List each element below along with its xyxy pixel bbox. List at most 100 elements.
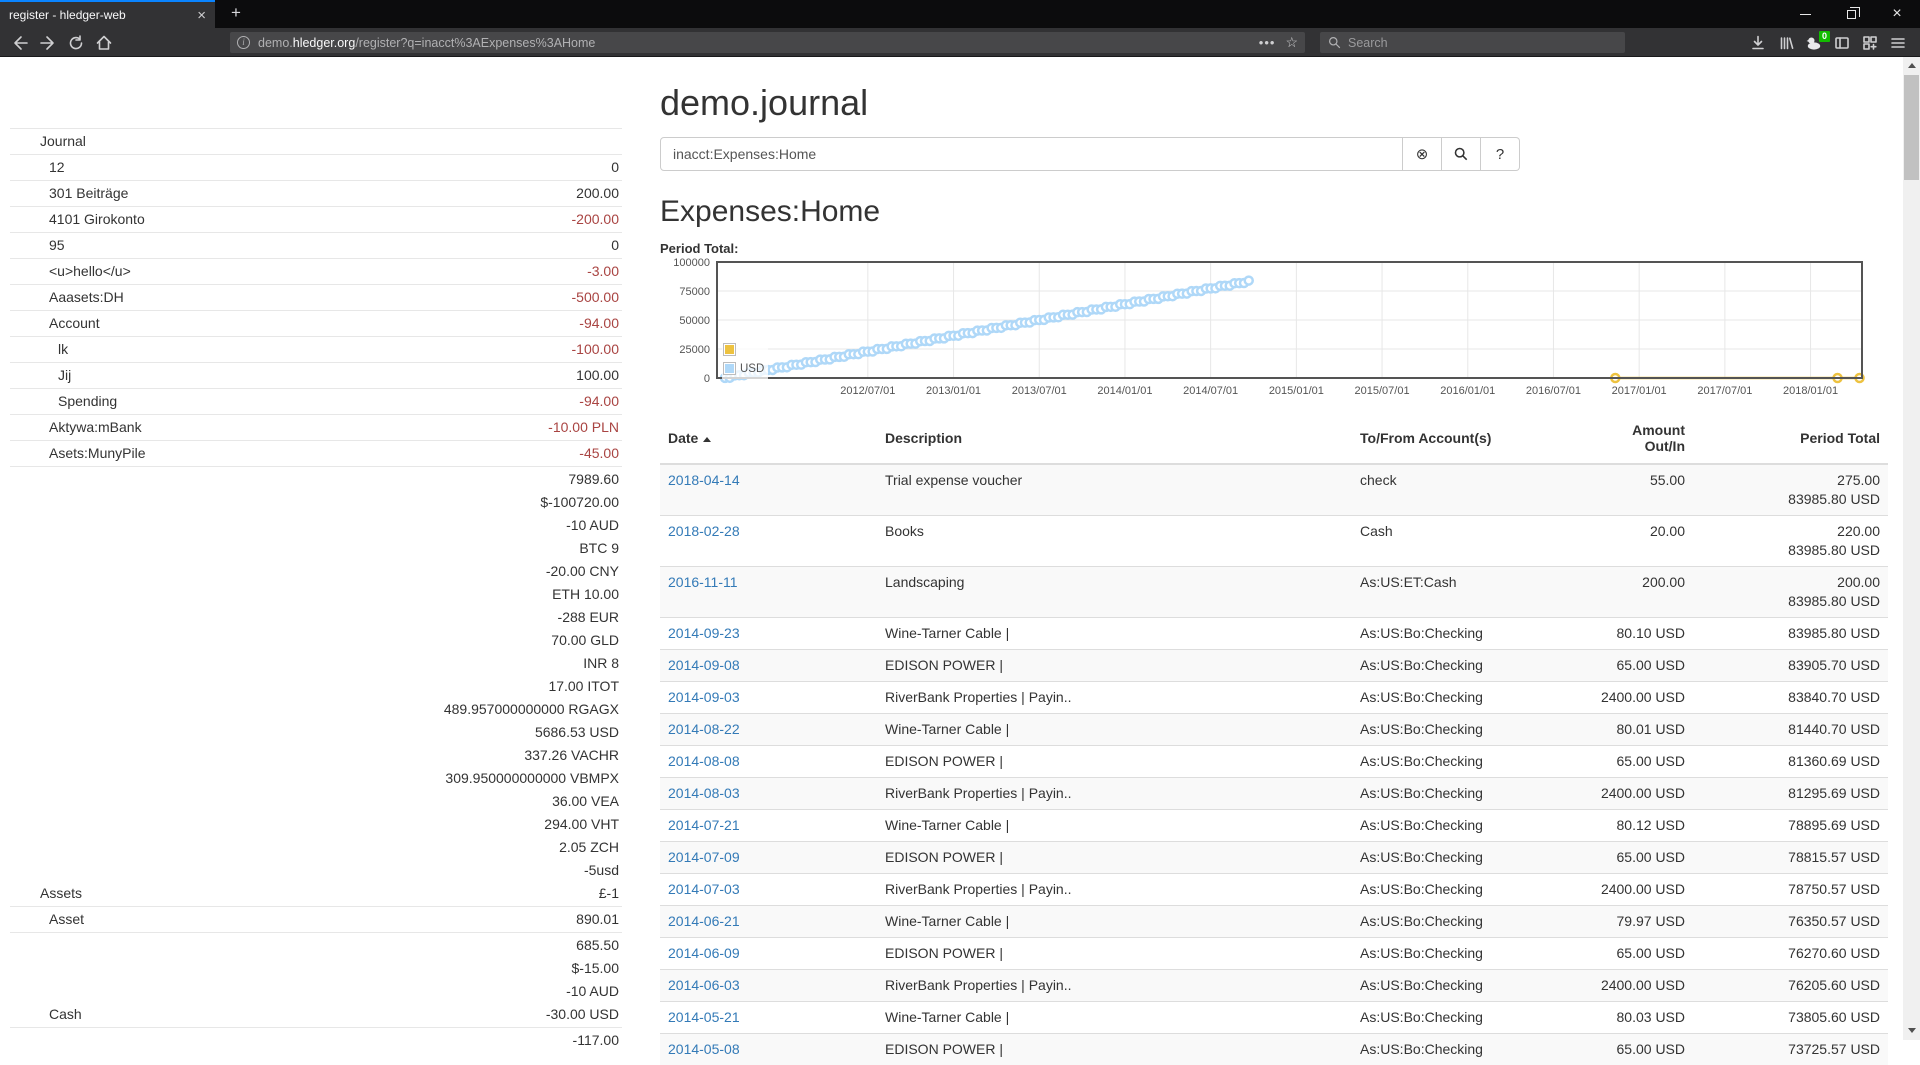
run-search-button[interactable] xyxy=(1442,137,1481,171)
transaction-date-link[interactable]: 2014-07-09 xyxy=(668,849,740,865)
transaction-description: Trial expense voucher xyxy=(877,464,1352,516)
transaction-date-link[interactable]: 2014-08-22 xyxy=(668,721,740,737)
reload-button[interactable] xyxy=(62,30,90,56)
window-restore-button[interactable] xyxy=(1828,0,1874,28)
transaction-date-link[interactable]: 2014-05-08 xyxy=(668,1041,740,1057)
bookmark-star-icon[interactable]: ☆ xyxy=(1285,34,1298,51)
column-header-date[interactable]: Date xyxy=(660,413,877,464)
search-placeholder: Search xyxy=(1348,36,1388,50)
forward-icon xyxy=(40,35,56,51)
transaction-date-link[interactable]: 2014-07-03 xyxy=(668,881,740,897)
sidebar-account-link[interactable]: Jij xyxy=(58,367,71,383)
new-tab-button[interactable]: + xyxy=(221,0,251,28)
sidebar-account-link[interactable]: Asset xyxy=(49,911,84,927)
sidebar-account-row: Aaasets:DH-500.00 xyxy=(10,285,622,311)
transaction-date-link[interactable]: 2014-06-09 xyxy=(668,945,740,961)
sidebar-account-link[interactable]: 95 xyxy=(49,237,65,253)
home-button[interactable] xyxy=(90,30,118,56)
transaction-account: As:US:Bo:Checking xyxy=(1352,842,1592,874)
transaction-description: EDISON POWER | xyxy=(877,1034,1352,1065)
transaction-date-link[interactable]: 2014-08-08 xyxy=(668,753,740,769)
page-scrollbar[interactable] xyxy=(1903,57,1920,1040)
sidebar-journal-row: Journal xyxy=(10,129,622,155)
transaction-account: As:US:Bo:Checking xyxy=(1352,1002,1592,1034)
sidebar-account-link[interactable]: Asets:MunyPile xyxy=(49,445,145,461)
library-button[interactable] xyxy=(1772,30,1800,56)
sidebar-account-link[interactable]: 4101 Girokonto xyxy=(49,211,145,227)
sidebars-button[interactable] xyxy=(1828,30,1856,56)
sidebar-account-link[interactable]: Aaasets:DH xyxy=(49,289,124,305)
sidebar-account-link[interactable]: Aktywa:mBank xyxy=(49,419,142,435)
sidebar-account-link[interactable]: <u>hello</u> xyxy=(49,263,131,279)
sidebar-account-link[interactable]: 301 Beiträge xyxy=(49,185,128,201)
window-close-button[interactable]: × xyxy=(1874,0,1920,28)
transaction-date-link[interactable]: 2016-11-11 xyxy=(668,574,738,590)
scrollbar-thumb[interactable] xyxy=(1904,75,1919,180)
transaction-date-link[interactable]: 2014-08-03 xyxy=(668,785,740,801)
scroll-down-icon[interactable] xyxy=(1908,1028,1916,1033)
sidebar-journal-link[interactable]: Journal xyxy=(40,133,86,149)
url-bar[interactable]: i demo.hledger.org/register?q=inacct%3AE… xyxy=(230,32,1305,53)
sidebar-account-link[interactable]: Account xyxy=(49,315,100,331)
transaction-description: EDISON POWER | xyxy=(877,650,1352,682)
transaction-date-link[interactable]: 2014-06-21 xyxy=(668,913,740,929)
sidebar-toggle-icon xyxy=(1834,35,1850,51)
tab-close-icon[interactable]: × xyxy=(197,8,206,23)
restore-icon xyxy=(1847,10,1856,19)
sidebar-account-link[interactable]: Spending xyxy=(58,393,117,409)
transaction-description: Books xyxy=(877,516,1352,567)
duck-extension-button[interactable]: 0 xyxy=(1800,30,1828,56)
sidebar-account-link[interactable]: Cash xyxy=(49,1006,82,1022)
transaction-date-link[interactable]: 2014-09-23 xyxy=(668,625,740,641)
register-row[interactable]: 2014-08-03 RiverBank Properties | Payin..… xyxy=(660,778,1888,810)
sidebar-account-link[interactable]: 12 xyxy=(49,159,65,175)
site-info-icon[interactable]: i xyxy=(237,36,250,49)
svg-text:2016/07/01: 2016/07/01 xyxy=(1526,385,1581,397)
transaction-description: RiverBank Properties | Payin.. xyxy=(877,778,1352,810)
forward-button[interactable] xyxy=(34,30,62,56)
extensions-grid-button[interactable] xyxy=(1856,30,1884,56)
grid-plus-icon xyxy=(1862,35,1878,51)
sidebar-account-link[interactable]: Assets xyxy=(40,885,82,901)
tab-bar: register - hledger-web × + × xyxy=(0,0,1920,28)
window-minimize-button[interactable] xyxy=(1782,0,1828,28)
clear-query-button[interactable]: ⊗ xyxy=(1403,137,1442,171)
transaction-date-link[interactable]: 2014-06-03 xyxy=(668,977,740,993)
transaction-date-link[interactable]: 2018-02-28 xyxy=(668,523,740,539)
page-actions-icon[interactable]: ••• xyxy=(1259,35,1276,50)
query-form: ⊗ ? xyxy=(660,137,1520,171)
transaction-date-link[interactable]: 2014-09-08 xyxy=(668,657,740,673)
search-help-button[interactable]: ? xyxy=(1481,137,1520,171)
svg-text:2014/07/01: 2014/07/01 xyxy=(1183,385,1238,397)
transaction-date-link[interactable]: 2014-05-21 xyxy=(668,1009,740,1025)
chart-legend: USD xyxy=(722,339,768,379)
transaction-date-link[interactable]: 2014-09-03 xyxy=(668,689,740,705)
query-input[interactable] xyxy=(660,137,1403,171)
downloads-button[interactable] xyxy=(1744,30,1772,56)
transaction-date-link[interactable]: 2014-07-21 xyxy=(668,817,740,833)
scroll-up-icon[interactable] xyxy=(1908,63,1916,68)
transaction-date-link[interactable]: 2018-04-14 xyxy=(668,472,740,488)
menu-button[interactable] xyxy=(1884,30,1912,56)
browser-search-field[interactable]: Search xyxy=(1320,32,1625,53)
browser-tab[interactable]: register - hledger-web × xyxy=(0,0,215,28)
back-button[interactable] xyxy=(6,30,34,56)
sidebar-account-link[interactable]: lk xyxy=(58,341,68,357)
